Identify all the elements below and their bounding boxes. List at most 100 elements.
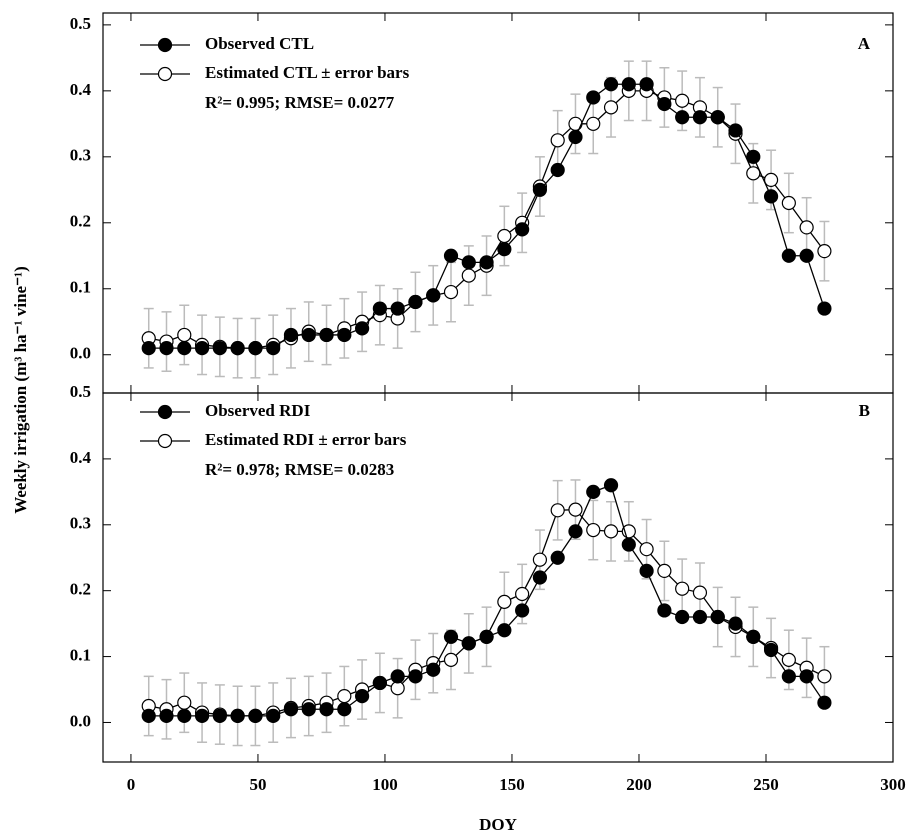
data-point: [586, 522, 601, 538]
data-point: [461, 636, 476, 651]
y-tick-label: 0.4: [70, 80, 92, 99]
y-axis-label: Weekly irrigation (m³ ha⁻¹ vine⁻¹): [11, 266, 30, 514]
data-point: [301, 327, 316, 343]
data-point: [337, 327, 352, 343]
data-point: [141, 708, 156, 723]
data-point: [763, 189, 779, 204]
data-point: [710, 609, 725, 625]
data-point: [799, 669, 814, 684]
data-point: [532, 552, 548, 567]
data-point: [586, 90, 601, 105]
y-tick-label: 0.5: [70, 382, 91, 401]
data-point: [408, 669, 423, 684]
data-point: [603, 77, 619, 92]
data-point: [354, 321, 370, 336]
legend-marker: [157, 404, 173, 420]
data-point: [426, 662, 441, 677]
legend-label: Estimated CTL ± error bars: [205, 63, 410, 82]
series-line: [148, 484, 825, 717]
x-tick-label: 300: [880, 775, 906, 794]
data-point: [675, 581, 690, 596]
data-point: [532, 570, 548, 585]
data-point: [763, 172, 779, 188]
data-point: [497, 594, 512, 609]
data-point: [603, 100, 619, 115]
data-point: [781, 248, 796, 263]
legend-marker: [157, 433, 173, 449]
data-point: [710, 110, 725, 125]
data-point: [337, 702, 352, 717]
y-tick-label: 0.1: [70, 278, 91, 297]
data-point: [781, 669, 796, 684]
data-point: [497, 228, 512, 244]
data-point: [728, 616, 743, 631]
data-point: [159, 708, 174, 723]
data-point: [550, 550, 565, 565]
y-tick-label: 0.3: [70, 146, 91, 165]
data-point: [657, 96, 672, 112]
data-point: [515, 603, 530, 618]
legend-label: Observed RDI: [205, 401, 311, 420]
data-point: [177, 341, 192, 356]
data-point: [443, 248, 459, 263]
data-point: [479, 629, 494, 644]
data-point: [461, 255, 476, 270]
data-point: [177, 327, 192, 343]
data-point: [443, 652, 459, 667]
data-point: [248, 341, 263, 356]
data-point: [319, 702, 334, 717]
data-point: [283, 702, 299, 717]
data-point: [301, 702, 316, 717]
data-point: [568, 502, 583, 517]
data-point: [675, 609, 690, 625]
data-point: [266, 341, 281, 356]
data-point: [746, 629, 761, 644]
x-tick-label: 150: [499, 775, 525, 794]
plot-frame: [102, 392, 894, 763]
data-point: [657, 563, 672, 579]
data-point: [675, 93, 690, 108]
data-point: [390, 681, 405, 696]
data-point: [426, 288, 441, 303]
data-point: [586, 484, 601, 499]
data-point: [515, 586, 530, 602]
data-point: [443, 284, 459, 300]
data-point: [781, 652, 796, 667]
annotation: R²= 0.978; RMSE= 0.0283: [205, 460, 394, 479]
x-tick-label: 100: [372, 775, 398, 794]
panel-label: A: [858, 34, 871, 53]
data-point: [817, 669, 832, 684]
data-point: [319, 327, 334, 343]
data-point: [675, 110, 690, 125]
y-tick-label: 0.5: [70, 14, 91, 33]
legend-marker: [157, 66, 173, 82]
y-tick-label: 0.2: [70, 580, 91, 599]
data-point: [657, 603, 672, 618]
data-point: [212, 341, 227, 356]
x-axis-label: DOY: [479, 815, 517, 834]
annotation: R²= 0.995; RMSE= 0.0277: [205, 93, 395, 112]
data-point: [692, 585, 708, 600]
data-point: [728, 123, 743, 138]
panel-label: B: [859, 401, 870, 420]
data-point: [408, 294, 423, 310]
series-line: [148, 90, 825, 349]
data-point: [603, 524, 619, 539]
data-point: [248, 708, 263, 723]
data-point: [746, 149, 761, 164]
data-point: [763, 642, 779, 658]
data-point: [230, 708, 245, 723]
data-point: [639, 77, 654, 92]
data-point: [515, 222, 530, 237]
data-point: [390, 669, 405, 684]
x-tick-label: 0: [127, 775, 136, 794]
data-point: [586, 116, 601, 131]
data-point: [337, 689, 352, 704]
data-point: [212, 708, 227, 723]
data-point: [266, 708, 281, 723]
data-point: [443, 629, 459, 644]
data-point: [781, 195, 796, 211]
data-point: [177, 695, 192, 710]
data-point: [497, 242, 512, 257]
